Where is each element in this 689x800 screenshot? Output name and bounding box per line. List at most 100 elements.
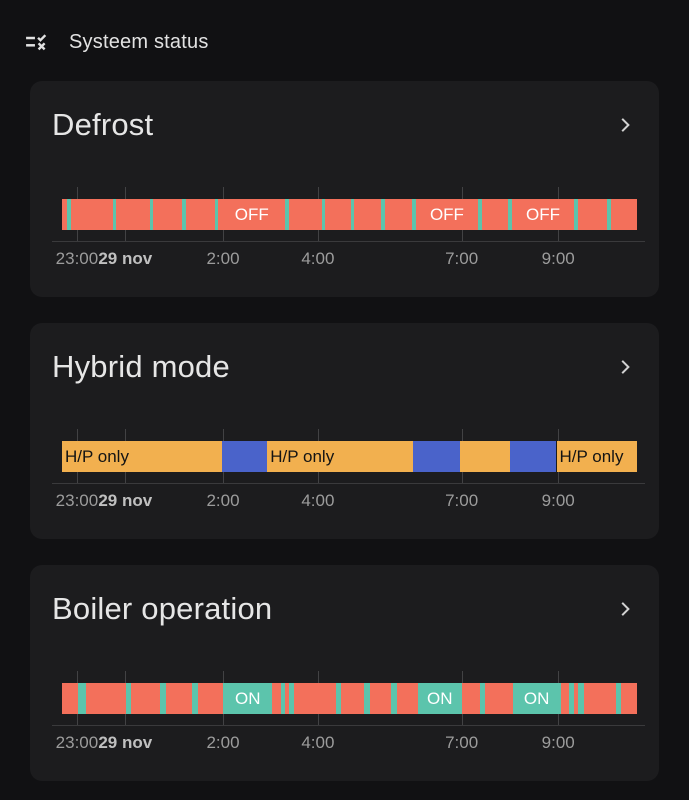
segment-state-label: H/P only [270,447,335,466]
timeline-segment-off [71,199,113,230]
timeline-segment-off [62,683,79,714]
timeline-segment-on [125,683,131,714]
axis-tick-label: 29 nov [98,249,153,268]
card-header-boiler-operation[interactable]: Boiler operation [52,591,645,627]
segment-state-label: H/P only [65,447,129,466]
timeline-segment-on [281,683,286,714]
timeline-segment-off [272,683,282,714]
list-status-icon [26,34,47,51]
timeline-segment-on [578,683,585,714]
timeline-segment-on [480,683,486,714]
timeline-segment-on [335,683,342,714]
timeline-segment-off [86,683,126,714]
segment-state-label: ON [234,689,261,708]
timeline-chart-hybrid-mode: H/P only H/P only H/P only 23:00 29 nov 2:00… [52,429,645,513]
page-title: Systeem status [69,31,209,53]
timeline-segment-off: OFF [415,199,479,230]
plot-area: OFF OFF OFF [52,187,645,242]
card-header-defrost[interactable]: Defrost [52,107,645,143]
timeline-segment-off [293,683,336,714]
segment-state-label: OFF [429,205,464,224]
timeline-segment-off [285,683,290,714]
timeline-segment-on [350,199,355,230]
timeline-segment-off [384,199,413,230]
timeline-segment-off [485,683,513,714]
timeline-segment-off [620,683,637,714]
timeline-bar: H/P only H/P only H/P only [62,441,637,472]
timeline-segment-off [573,683,579,714]
plot-area: ON ON ON [52,671,645,726]
timeline-segment-off [198,683,223,714]
timeline-segment-on [412,199,416,230]
timeline-segment-off: OFF [218,199,286,230]
axis-tick-label: 9:00 [541,491,575,510]
timeline-segment-off [341,683,365,714]
segment-state-label: H/P only [559,447,624,466]
timeline-segment-off [370,683,392,714]
axis-tick-label: 23:00 [55,491,99,510]
timeline-bar: ON ON ON [62,683,637,714]
axis-tick-label: 29 nov [98,733,153,752]
timeline-segment-off [131,683,161,714]
timeline-segment-on [67,199,72,230]
timeline-segment-on [214,199,219,230]
timeline-segment-on [478,199,482,230]
timeline-bar: OFF OFF OFF [62,199,637,230]
time-axis: 23:00 29 nov 2:00 4:00 7:00 9:00 [56,733,637,755]
timeline-segment-on [289,683,294,714]
segment-state-label: OFF [525,205,560,224]
timeline-segment-on [78,683,87,714]
time-axis: 23:00 29 nov 2:00 4:00 7:00 9:00 [56,249,637,271]
timeline-chart-defrost: OFF OFF OFF 23:00 29 nov 2:00 4:00 7:00 9:00 [52,187,645,271]
segment-state-label: ON [523,689,550,708]
timeline-segment-on [112,199,117,230]
timeline-segment-off [116,199,150,230]
time-axis: 23:00 29 nov 2:00 4:00 7:00 9:00 [56,491,637,513]
timeline-segment-off [288,199,322,230]
timeline-segment-off [325,199,351,230]
timeline-segment-off [577,199,608,230]
timeline-segment-off [481,199,509,230]
axis-tick-label: 9:00 [541,249,575,268]
timeline-segment-on [182,199,186,230]
timeline-segment-on [508,199,512,230]
card-hybrid-mode: Hybrid mode H/P only H/P only H/P only 23:… [30,323,659,539]
axis-tick-label: 2:00 [206,491,240,510]
timeline-segment-hp: H/P only [556,441,637,472]
timeline-segment-aux [412,441,461,472]
axis-tick-label: 7:00 [445,249,479,268]
timeline-segment-off [166,683,192,714]
axis-tick-label: 4:00 [301,733,335,752]
timeline-segment-on [607,199,611,230]
timeline-segment-on [321,199,326,230]
card-title: Hybrid mode [52,349,230,384]
timeline-segment-on [364,683,371,714]
timeline-segment-off [610,199,637,230]
timeline-segment-on [160,683,167,714]
timeline-segment-on [149,199,154,230]
axis-tick-label: 2:00 [206,733,240,752]
axis-tick-label: 29 nov [98,491,153,510]
timeline-segment-on: ON [417,683,462,714]
axis-tick-label: 23:00 [55,733,99,752]
timeline-segment-on [574,199,578,230]
timeline-segment-on [285,199,289,230]
timeline-segment-on [569,683,574,714]
segment-state-label: OFF [234,205,269,224]
timeline-segment-hp: H/P only [267,441,413,472]
chevron-right-icon[interactable] [613,597,637,621]
card-title: Defrost [52,107,154,142]
timeline-segment-on [381,199,385,230]
timeline-segment-off [396,683,418,714]
axis-tick-label: 7:00 [445,491,479,510]
chevron-right-icon[interactable] [613,113,637,137]
timeline-segment-off [153,199,183,230]
card-header-hybrid-mode[interactable]: Hybrid mode [52,349,645,385]
axis-tick-label: 7:00 [445,733,479,752]
axis-tick-label: 9:00 [541,733,575,752]
segment-state-label: ON [427,689,453,708]
chevron-right-icon[interactable] [613,355,637,379]
timeline-chart-boiler-operation: ON ON ON 23:00 29 nov 2:00 4:00 7:00 9:00 [52,671,645,755]
timeline-segment-off [62,199,68,230]
timeline-segment-hp: H/P only [62,441,222,472]
